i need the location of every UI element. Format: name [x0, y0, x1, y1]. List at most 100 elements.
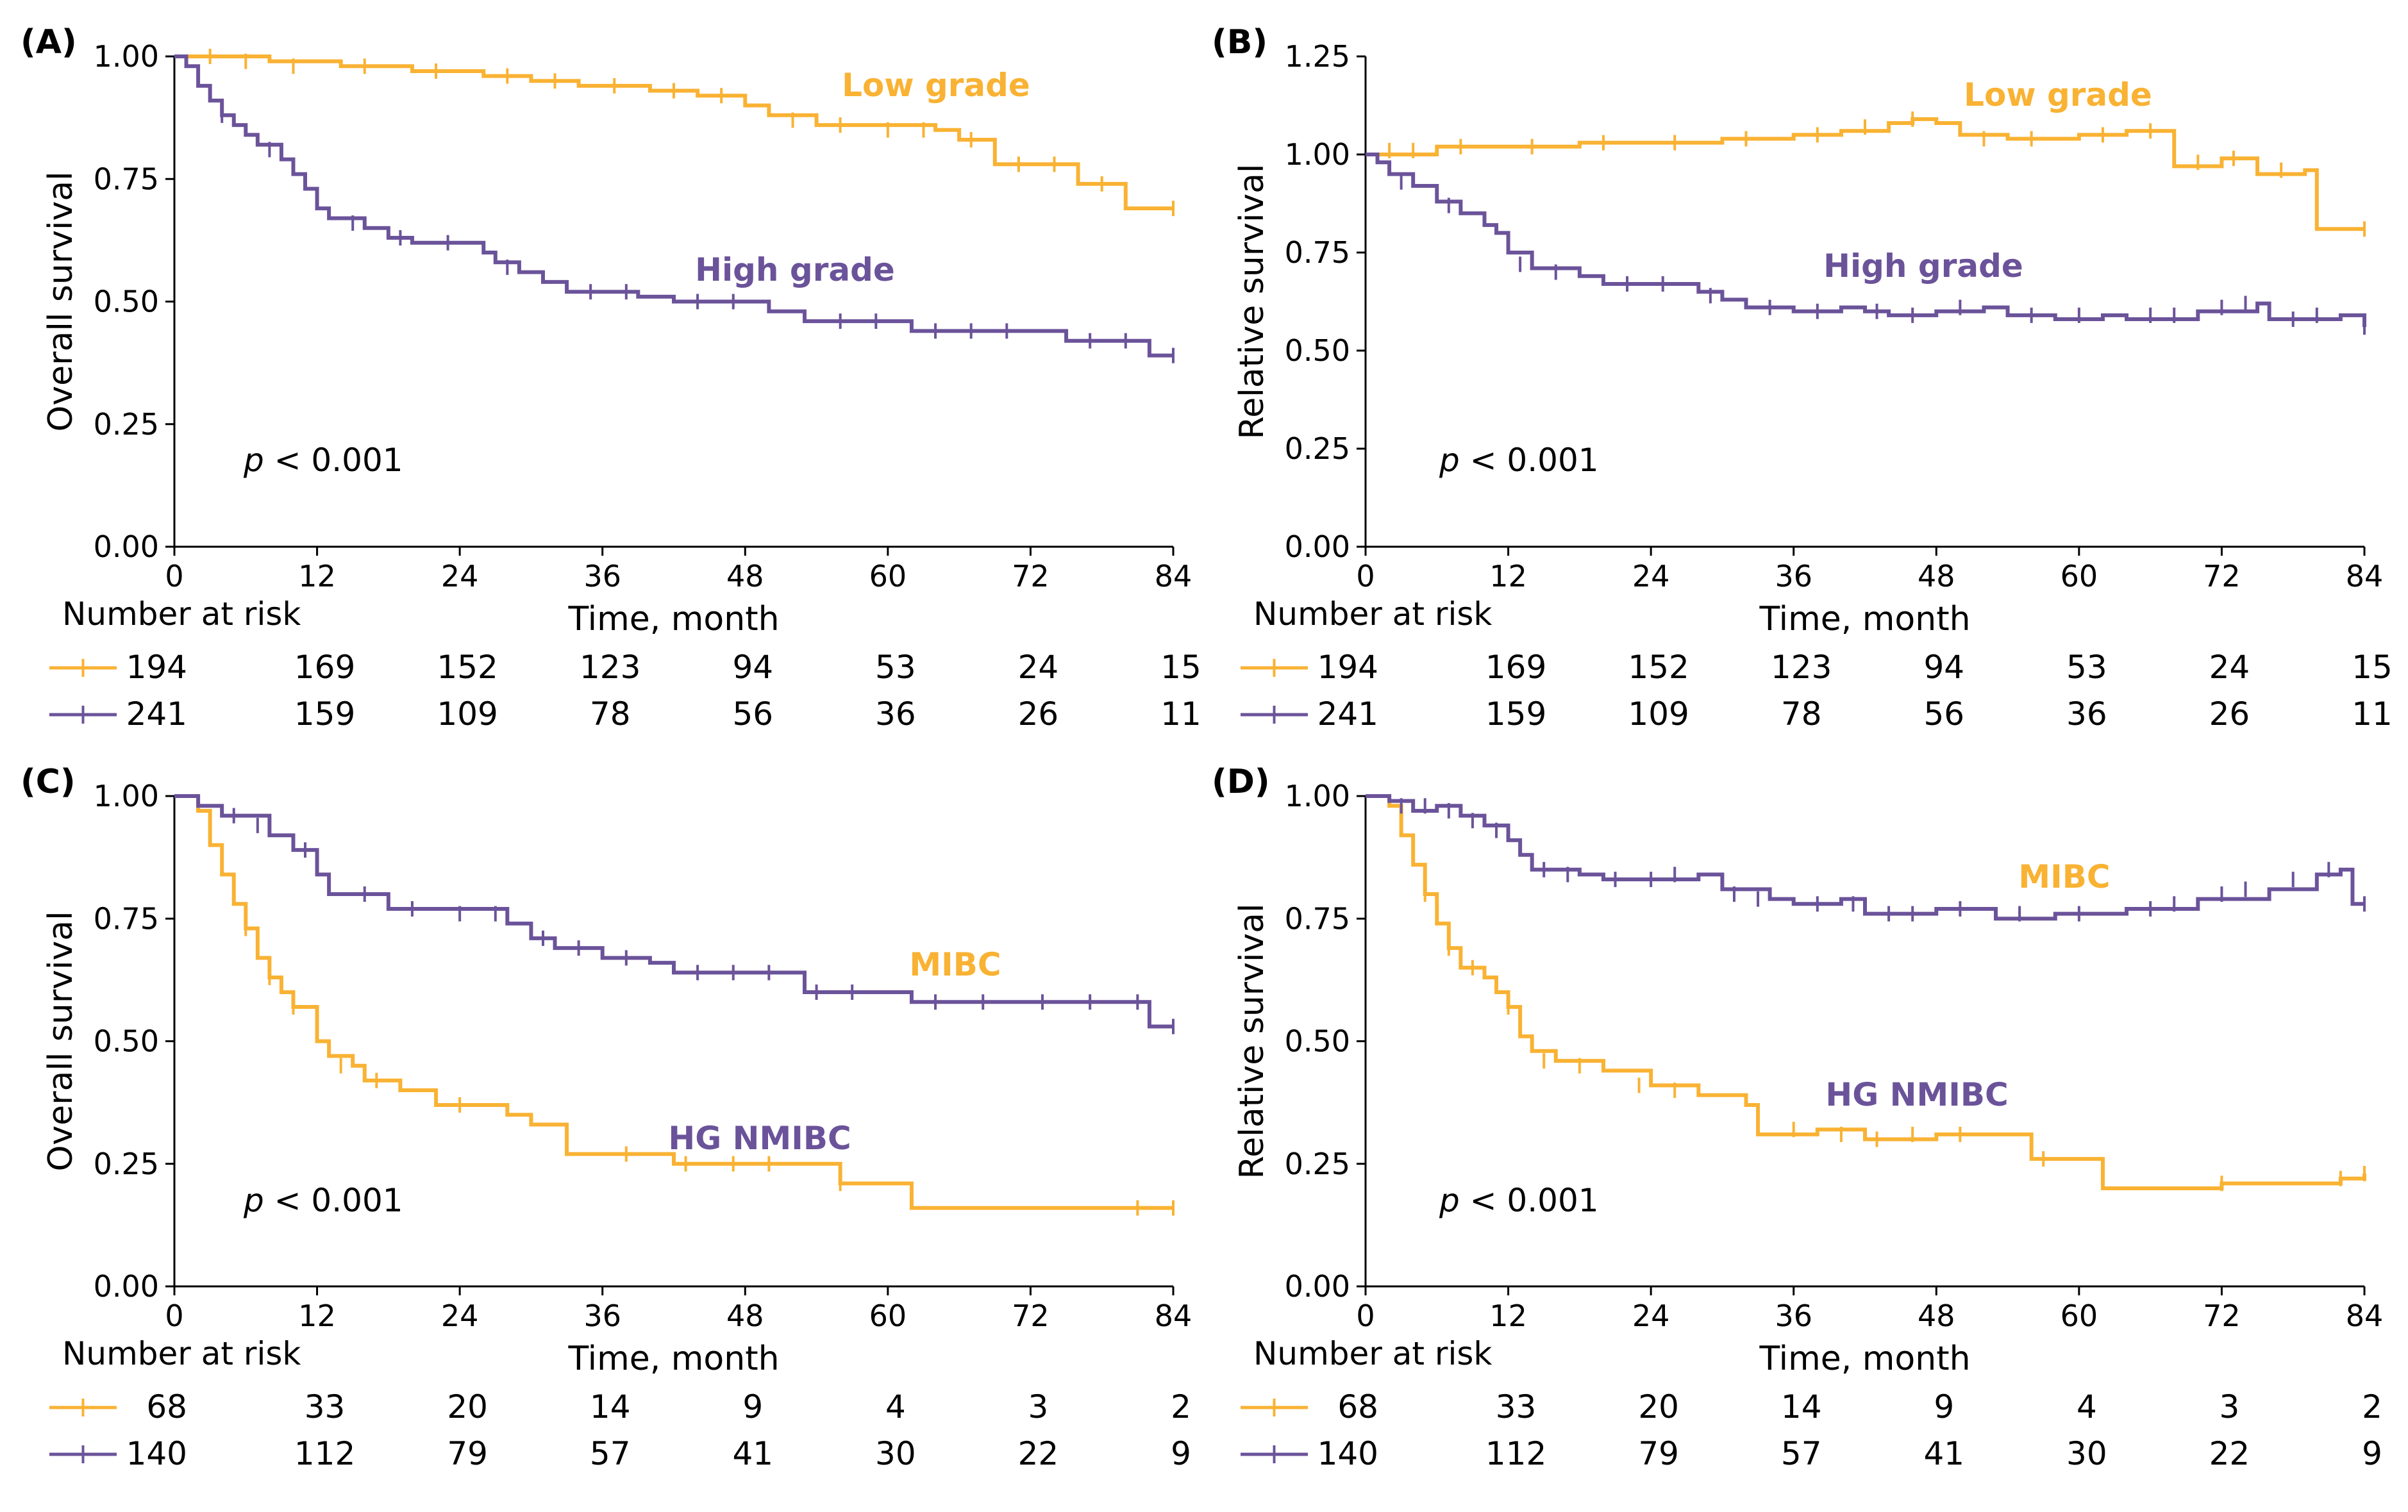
risk-count: 14 — [590, 1388, 631, 1425]
series-label: MIBC — [2018, 858, 2110, 895]
survival-curve-mibc — [174, 794, 1173, 1210]
p-value-text: < 0.001 — [264, 1182, 403, 1219]
panel-b: (B) 0.00 0.25 0.50 0.75 1.00 1.25 0 12 24 36 48 60 72… — [1212, 23, 2393, 733]
risk-count: 56 — [1923, 695, 1964, 733]
risk-count: 78 — [1781, 695, 1822, 733]
risk-count: 94 — [732, 649, 773, 686]
p-symbol: p — [1439, 442, 1460, 479]
y-axis-label: Overall survival — [42, 171, 80, 431]
x-tick-label: 84 — [2346, 559, 2384, 594]
risk-count: 41 — [1923, 1435, 1964, 1472]
risk-count: 24 — [2209, 649, 2250, 686]
risk-count: 11 — [2352, 695, 2393, 733]
y-tick-label: 1.00 — [1285, 137, 1350, 172]
risk-count: 241 — [126, 695, 187, 733]
risk-count: 2 — [1171, 1388, 1191, 1425]
x-tick-label: 0 — [1356, 1299, 1375, 1333]
risk-count: 112 — [1485, 1435, 1546, 1472]
risk-count: 94 — [1923, 649, 1964, 686]
p-value-text: < 0.001 — [264, 442, 403, 479]
risk-count: 15 — [2352, 649, 2393, 686]
x-tick-label: 48 — [1918, 559, 1955, 594]
x-tick-label: 24 — [1632, 559, 1670, 594]
y-tick-label: 1.25 — [1285, 39, 1350, 74]
panel-d: (D)0.000.250.500.751.000 12 24 36 48 60 72 84Re… — [1212, 763, 2383, 1472]
panel-label: (C) — [21, 763, 76, 801]
risk-count: 11 — [1160, 695, 1201, 733]
x-tick-label: 0 — [1356, 559, 1375, 594]
p-value-annotation: p < 0.001 — [243, 1182, 403, 1219]
y-tick-label: 0.75 — [94, 162, 159, 196]
risk-count: 169 — [294, 649, 355, 686]
x-tick-label: 60 — [869, 1299, 907, 1333]
x-tick-label: 48 — [726, 1299, 764, 1333]
series-label: High grade — [695, 251, 895, 288]
x-tick-label: 0 — [165, 1299, 183, 1333]
risk-count: 36 — [2066, 695, 2107, 733]
p-value-annotation: p < 0.001 — [243, 442, 403, 479]
risk-count: 2 — [2362, 1388, 2382, 1425]
x-tick-label: 24 — [441, 559, 479, 594]
series-label: Low grade — [842, 67, 1030, 104]
risk-count: 56 — [732, 695, 773, 733]
risk-count: 36 — [875, 695, 916, 733]
risk-count: 33 — [305, 1388, 346, 1425]
risk-count: 15 — [1160, 649, 1201, 686]
y-tick-label: 0.25 — [94, 1147, 159, 1181]
x-tick-label: 84 — [1155, 559, 1192, 594]
x-tick-label: 36 — [583, 1299, 621, 1333]
x-tick-label: 84 — [2346, 1299, 2384, 1333]
risk-count: 112 — [294, 1435, 355, 1472]
risk-count: 20 — [1638, 1388, 1679, 1425]
survival-curve-high-grade — [174, 54, 1173, 358]
risk-count: 123 — [1771, 649, 1832, 686]
x-axis-label: Time, month — [567, 600, 779, 638]
y-tick-label: 0.75 — [1285, 235, 1350, 270]
y-tick-label: 0.25 — [1285, 431, 1350, 466]
p-symbol: p — [243, 442, 264, 479]
survival-curve-mibc — [1366, 794, 2366, 1190]
p-value-text: < 0.001 — [1460, 1182, 1599, 1219]
y-tick-label: 0.25 — [1285, 1147, 1350, 1181]
survival-curve-high-grade — [1366, 153, 2366, 328]
y-tick-label: 0.00 — [1285, 529, 1350, 564]
risk-count: 78 — [590, 695, 631, 733]
risk-count: 9 — [1171, 1435, 1191, 1472]
series-label: HG NMIBC — [668, 1120, 851, 1157]
risk-count: 140 — [1317, 1435, 1378, 1472]
risk-count: 4 — [885, 1388, 906, 1425]
risk-count: 53 — [2066, 649, 2107, 686]
number-at-risk-title: Number at risk — [1253, 595, 1492, 633]
risk-count: 3 — [2220, 1388, 2240, 1425]
x-tick-label: 60 — [869, 559, 907, 594]
risk-count: 109 — [1628, 695, 1689, 733]
survival-curve-low-grade — [1366, 117, 2364, 231]
series-label: Low grade — [1964, 76, 2152, 113]
x-axis-label: Time, month — [1759, 600, 1970, 638]
panel-label: (A) — [21, 23, 77, 62]
y-tick-label: 0.75 — [94, 901, 159, 936]
y-axis-label: Overall survival — [42, 911, 80, 1171]
risk-count: 169 — [1485, 649, 1546, 686]
risk-count: 159 — [294, 695, 355, 733]
risk-count: 22 — [2209, 1435, 2250, 1472]
p-symbol: p — [243, 1182, 264, 1219]
risk-count: 14 — [1781, 1388, 1822, 1425]
panel-c: (C)0.000.250.500.751.000 12 24 36 48 60 72 84Ov… — [21, 763, 1192, 1472]
x-tick-label: 36 — [1775, 559, 1812, 594]
x-tick-label: 12 — [298, 559, 336, 594]
y-tick-label: 1.00 — [94, 39, 159, 74]
y-tick-label: 0.25 — [94, 407, 159, 442]
risk-count: 194 — [1317, 649, 1378, 686]
y-tick-label: 0.50 — [94, 1024, 159, 1059]
x-tick-label: 12 — [1489, 559, 1527, 594]
x-tick-label: 84 — [1155, 1299, 1192, 1333]
y-tick-label: 1.00 — [94, 779, 159, 813]
risk-count: 140 — [126, 1435, 187, 1472]
x-axis-label: Time, month — [1759, 1340, 1970, 1378]
y-tick-label: 0.50 — [1285, 333, 1350, 368]
number-at-risk-title: Number at risk — [62, 595, 301, 633]
x-tick-label: 72 — [2203, 1299, 2241, 1333]
risk-count: 152 — [1628, 649, 1689, 686]
risk-count: 53 — [875, 649, 916, 686]
